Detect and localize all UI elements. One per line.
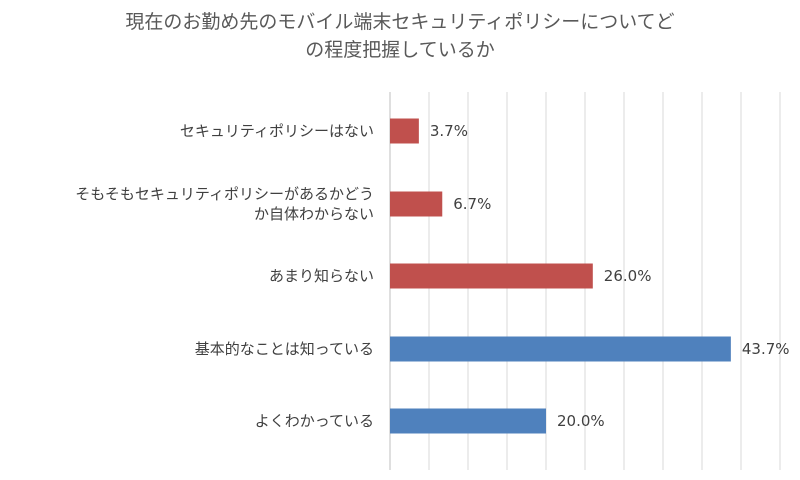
bar	[390, 336, 731, 362]
bars	[390, 118, 731, 434]
data-label: 3.7%	[430, 122, 468, 140]
chart-title-line: 現在のお勤め先のモバイル端末セキュリティポリシーについてど	[125, 11, 674, 33]
bar	[390, 263, 593, 289]
category-label: そもそもセキュリティポリシーがあるかどう	[75, 185, 374, 203]
data-label: 26.0%	[604, 267, 652, 285]
category-label: か自体わからない	[254, 205, 374, 223]
bar	[390, 408, 546, 434]
category-label: あまり知らない	[269, 267, 374, 285]
data-label: 20.0%	[557, 412, 605, 430]
category-label: セキュリティポリシーはない	[180, 122, 374, 140]
category-label: よくわかっている	[255, 412, 374, 430]
data-label: 43.7%	[742, 340, 790, 358]
bar	[390, 191, 443, 217]
bar	[390, 118, 419, 144]
category-label: 基本的なことは知っている	[195, 340, 374, 358]
chart-title-line: の程度把握しているか	[305, 39, 494, 61]
value-labels: 3.7% 6.7% 26.0% 43.7% 20.0%	[430, 122, 790, 430]
data-label: 6.7%	[453, 195, 491, 213]
category-labels: セキュリティポリシーはないそもそもセキュリティポリシーがあるかどうか自体わからな…	[75, 122, 374, 430]
